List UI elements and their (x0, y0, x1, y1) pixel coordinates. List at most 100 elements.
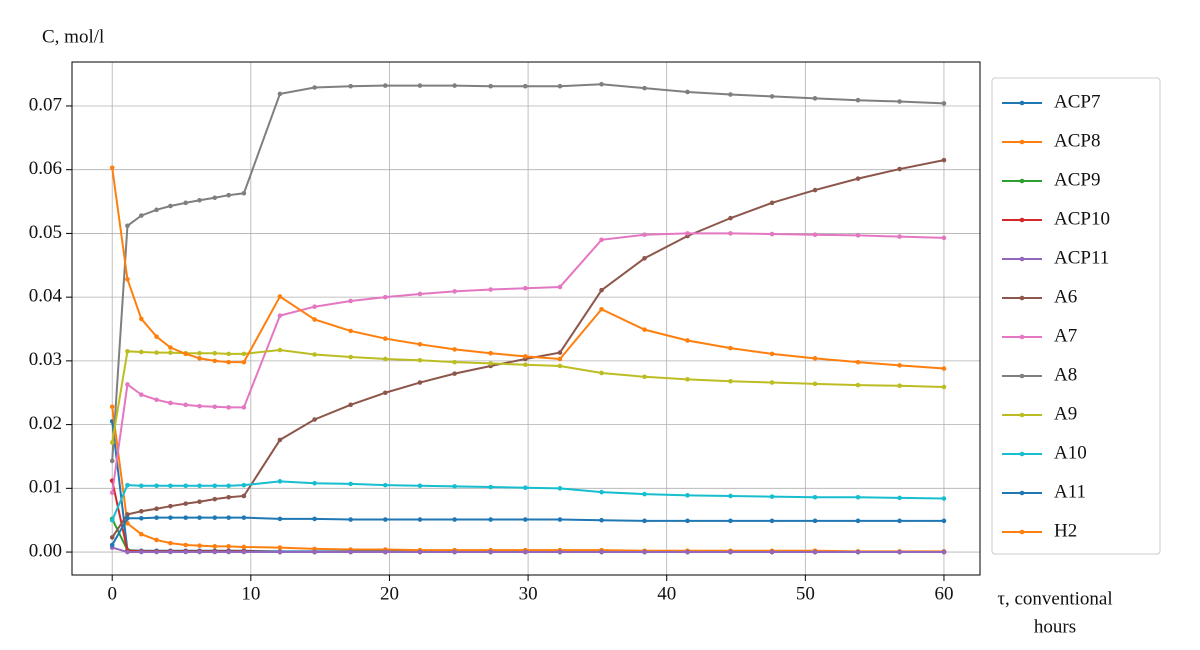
point (197, 350, 202, 356)
point (109, 490, 115, 496)
legend-swatch-marker (1019, 178, 1025, 184)
point (212, 549, 218, 555)
series-line (111, 167, 945, 370)
point (241, 493, 247, 499)
x-tick-label: 20 (380, 583, 399, 604)
point (557, 486, 563, 491)
point (277, 91, 283, 97)
point (728, 518, 733, 524)
point (452, 83, 457, 88)
point (382, 390, 388, 396)
point (212, 350, 218, 356)
point (109, 458, 115, 464)
point (941, 101, 947, 106)
point (183, 542, 188, 548)
point (139, 213, 144, 218)
point (728, 378, 733, 384)
point (109, 165, 115, 171)
point (642, 85, 647, 91)
point (168, 483, 173, 489)
point (557, 356, 563, 362)
point (154, 207, 159, 213)
point (348, 517, 353, 522)
point (277, 347, 283, 353)
point (941, 235, 947, 241)
point (897, 363, 902, 368)
point (125, 512, 130, 517)
y-tick-label: 0.05 (29, 222, 62, 243)
point (728, 549, 733, 555)
legend-label: A9 (1054, 403, 1077, 424)
point (523, 354, 528, 359)
point (168, 515, 173, 520)
legend-label: ACP10 (1054, 208, 1110, 229)
point (277, 549, 283, 555)
point (599, 306, 604, 312)
point (557, 363, 563, 369)
point (769, 549, 775, 555)
point (226, 405, 231, 410)
point (855, 549, 861, 555)
y-axis-label: C, mol/l (42, 26, 104, 47)
point (941, 366, 947, 371)
legend-label: A10 (1054, 442, 1087, 463)
point (812, 549, 818, 555)
point (728, 215, 733, 221)
point (212, 404, 218, 410)
point (109, 542, 115, 548)
y-tick-label: 0.07 (29, 94, 62, 115)
point (139, 508, 144, 514)
point (941, 384, 947, 390)
legend-swatch-marker (1019, 490, 1025, 496)
point (769, 518, 775, 524)
point (812, 356, 818, 361)
point (241, 351, 247, 357)
x-tick-label: 0 (107, 583, 117, 604)
point (168, 345, 173, 350)
point (226, 515, 231, 520)
point (154, 350, 159, 355)
point (226, 359, 231, 365)
point (197, 197, 202, 203)
point (452, 517, 457, 522)
point (769, 200, 775, 206)
point (728, 493, 733, 499)
point (183, 515, 188, 520)
point (212, 483, 218, 489)
point (417, 357, 423, 363)
point (226, 494, 231, 500)
legend-frame (991, 77, 1161, 555)
point (212, 515, 218, 520)
legend-label: A7 (1054, 325, 1077, 346)
point (226, 544, 231, 549)
point (599, 549, 604, 555)
point (417, 517, 423, 522)
point (382, 294, 388, 300)
point (154, 483, 159, 489)
x-tick-label: 60 (934, 583, 953, 604)
point (312, 417, 317, 422)
point (557, 549, 563, 555)
point (855, 233, 861, 238)
point (154, 397, 159, 403)
point (183, 200, 188, 206)
point (348, 298, 353, 304)
point (312, 85, 317, 90)
x-axis-label: τ, conventional (997, 588, 1112, 609)
point (523, 549, 528, 555)
point (452, 289, 457, 294)
point (523, 362, 528, 368)
point (183, 501, 188, 506)
point (226, 549, 231, 555)
legend-swatch-marker (1019, 295, 1025, 301)
series-line (111, 159, 945, 538)
point (557, 517, 563, 522)
series-line (111, 83, 945, 461)
x-tick-label: 40 (657, 583, 676, 604)
series-line (111, 546, 944, 554)
point (277, 545, 283, 550)
point (168, 350, 173, 355)
point (523, 285, 528, 291)
legend-swatch-marker (1019, 139, 1025, 145)
